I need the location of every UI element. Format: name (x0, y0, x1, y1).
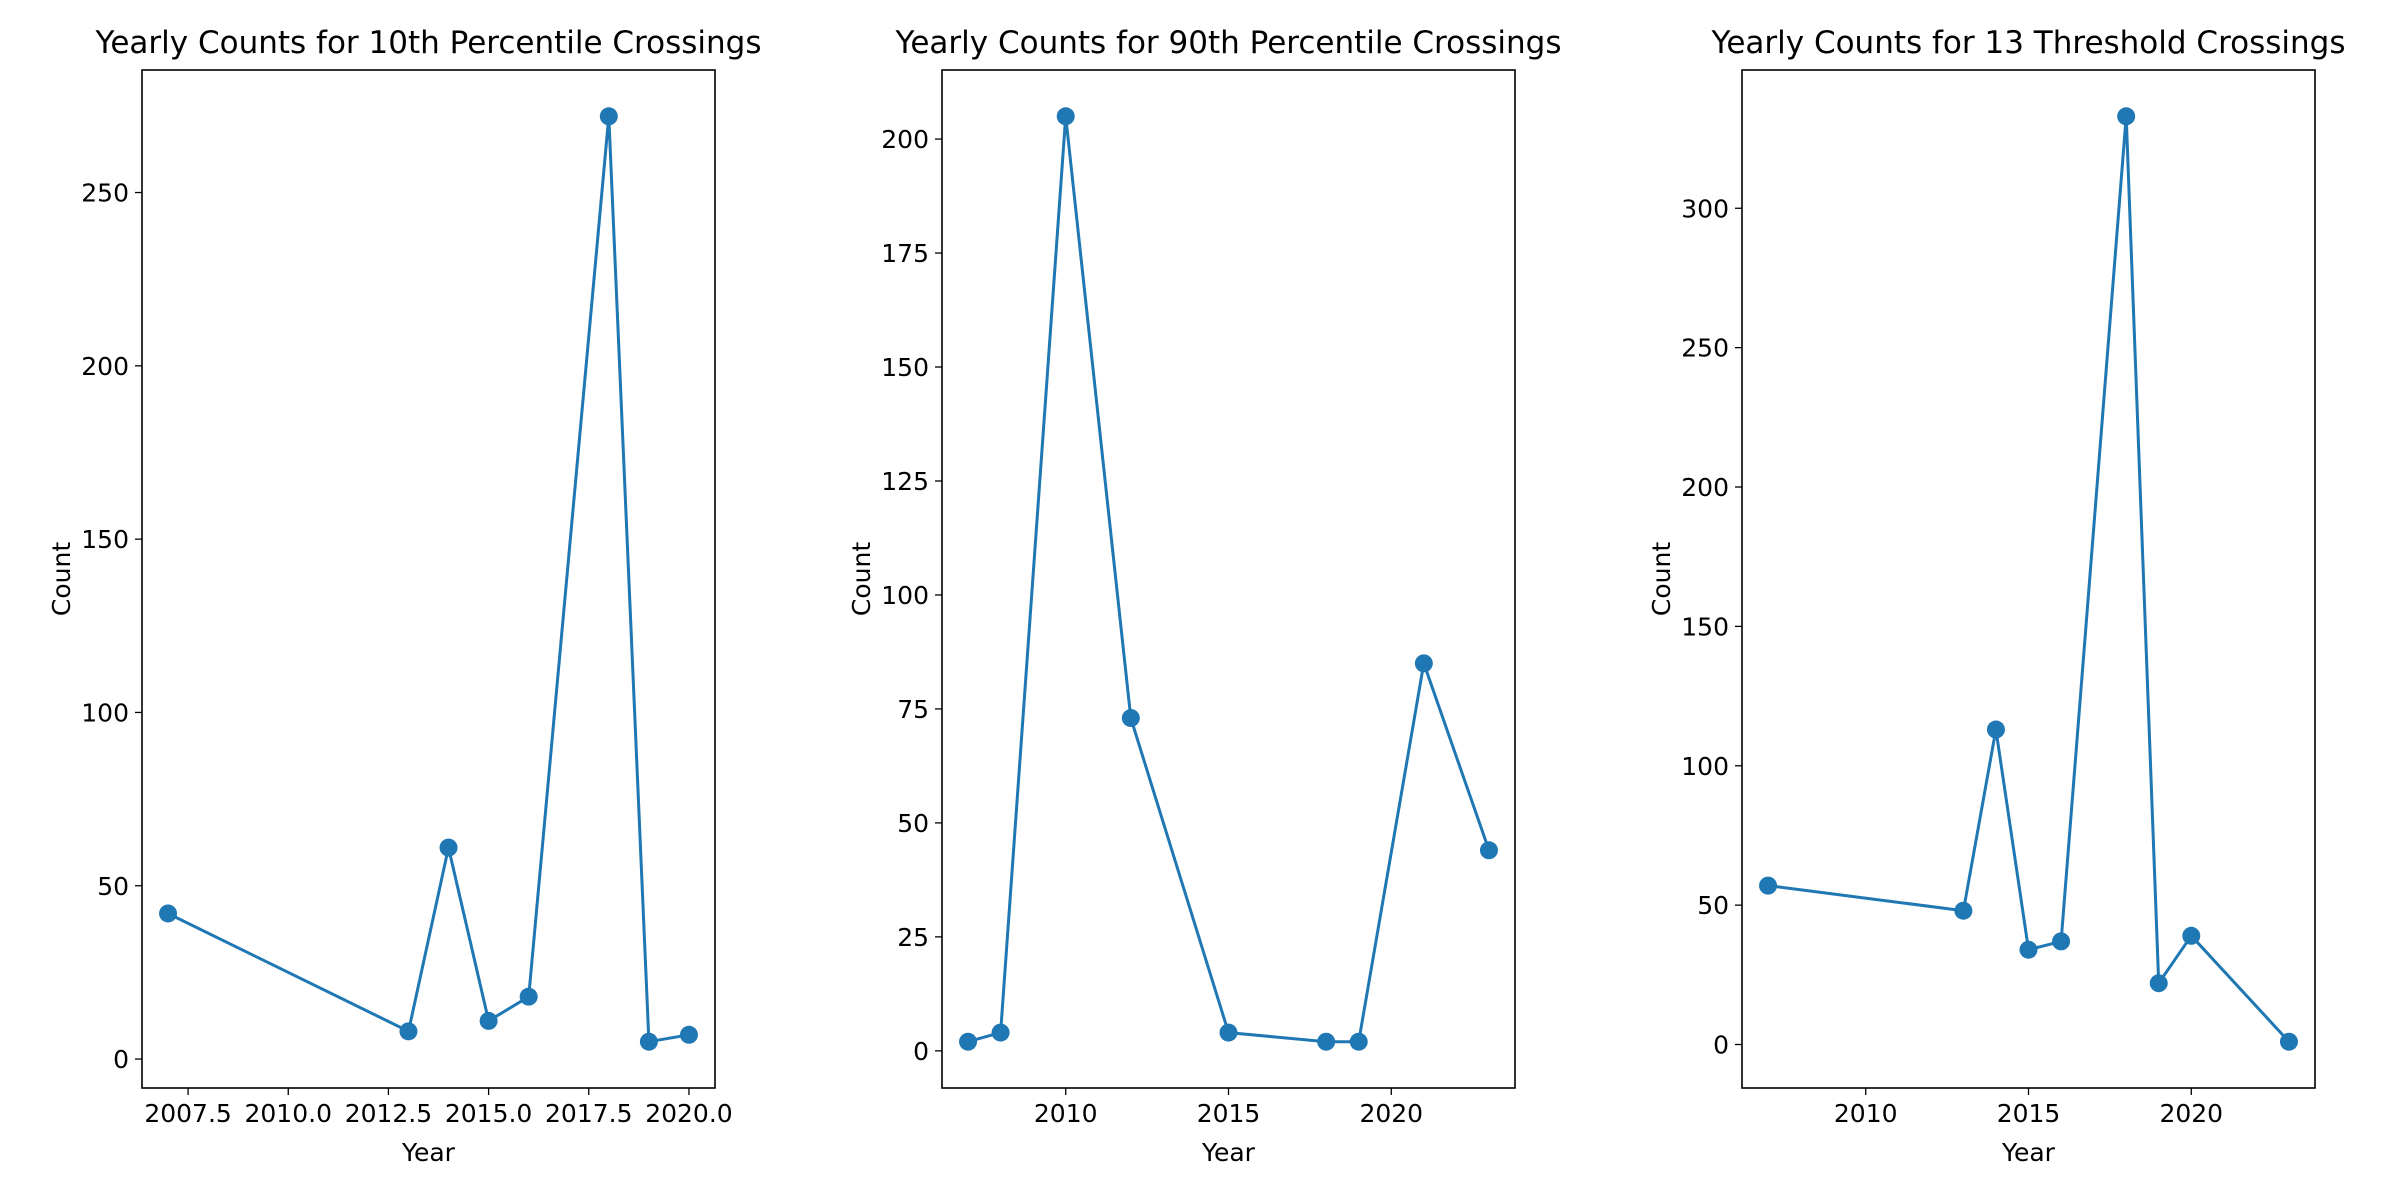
x-tick-label: 2007.5 (144, 1099, 231, 1128)
y-tick-label: 200 (1681, 473, 1729, 502)
x-tick-label: 2020.0 (645, 1099, 732, 1128)
y-tick-label: 0 (113, 1045, 129, 1074)
chart-1: Yearly Counts for 10th Percentile Crossi… (47, 25, 761, 1167)
y-tick-label: 25 (897, 923, 929, 952)
data-point (2052, 932, 2071, 951)
y-axis-label: Count (847, 542, 876, 616)
data-point (991, 1023, 1010, 1042)
y-tick-label: 150 (81, 525, 129, 554)
y-tick-label: 175 (881, 239, 929, 268)
data-point (1121, 709, 1140, 728)
y-tick-label: 200 (81, 352, 129, 381)
chart-title: Yearly Counts for 90th Percentile Crossi… (895, 25, 1562, 61)
y-tick-label: 50 (1697, 891, 1729, 920)
y-tick-label: 250 (81, 179, 129, 208)
y-tick-label: 75 (897, 695, 929, 724)
data-point (1759, 876, 1778, 895)
data-point (1349, 1032, 1368, 1051)
data-point (599, 107, 618, 126)
data-point (2149, 974, 2168, 993)
plot-frame (141, 69, 716, 1089)
y-tick-label: 100 (1681, 752, 1729, 781)
series-line (167, 114, 690, 1044)
x-tick-label: 2010 (1034, 1099, 1098, 1128)
y-tick-label: 0 (1713, 1031, 1729, 1060)
y-tick-label: 100 (881, 581, 929, 610)
data-point (679, 1025, 698, 1044)
data-point (399, 1022, 418, 1041)
data-point (1479, 841, 1498, 860)
y-tick-label: 200 (881, 125, 929, 154)
chart-3: Yearly Counts for 13 Threshold Crossings… (1647, 25, 2346, 1167)
x-tick-label: 2020 (1359, 1099, 1423, 1128)
x-tick-label: 2015 (1197, 1099, 1261, 1128)
y-axis-label: Count (47, 542, 76, 616)
data-point (479, 1011, 498, 1030)
x-tick-label: 2010.0 (245, 1099, 332, 1128)
y-tick-label: 150 (1681, 612, 1729, 641)
data-point (1986, 720, 2005, 739)
x-tick-label: 2017.5 (545, 1099, 632, 1128)
data-point (159, 904, 178, 923)
data-point (639, 1032, 658, 1051)
chart-title: Yearly Counts for 13 Threshold Crossings (1711, 25, 2346, 61)
x-tick-label: 2020 (2159, 1099, 2223, 1128)
data-point (1056, 107, 1075, 126)
y-tick-label: 0 (913, 1037, 929, 1066)
x-tick-label: 2015.0 (445, 1099, 532, 1128)
x-axis-label: Year (401, 1138, 456, 1167)
x-tick-label: 2010 (1834, 1099, 1898, 1128)
data-point (439, 838, 458, 857)
data-point (2117, 107, 2136, 126)
y-tick-label: 300 (1681, 194, 1729, 223)
x-axis-label: Year (1201, 1138, 1256, 1167)
data-point (1954, 901, 1973, 920)
y-tick-label: 125 (881, 467, 929, 496)
data-point (1317, 1032, 1336, 1051)
y-tick-label: 250 (1681, 334, 1729, 363)
x-tick-label: 2015 (1997, 1099, 2061, 1128)
y-tick-label: 100 (81, 698, 129, 727)
y-tick-label: 50 (97, 872, 129, 901)
y-axis-label: Count (1647, 542, 1676, 616)
x-axis-label: Year (2001, 1138, 2056, 1167)
data-point (519, 987, 538, 1006)
data-point (2182, 926, 2201, 945)
x-tick-label: 2012.5 (345, 1099, 432, 1128)
y-tick-label: 150 (881, 353, 929, 382)
data-point (1219, 1023, 1238, 1042)
data-point (1414, 654, 1433, 673)
chart-title: Yearly Counts for 10th Percentile Crossi… (95, 25, 762, 61)
chart-2: Yearly Counts for 90th Percentile Crossi… (847, 25, 1561, 1167)
y-tick-label: 50 (897, 809, 929, 838)
data-point (959, 1032, 978, 1051)
data-point (2279, 1032, 2298, 1051)
data-point (2019, 940, 2038, 959)
